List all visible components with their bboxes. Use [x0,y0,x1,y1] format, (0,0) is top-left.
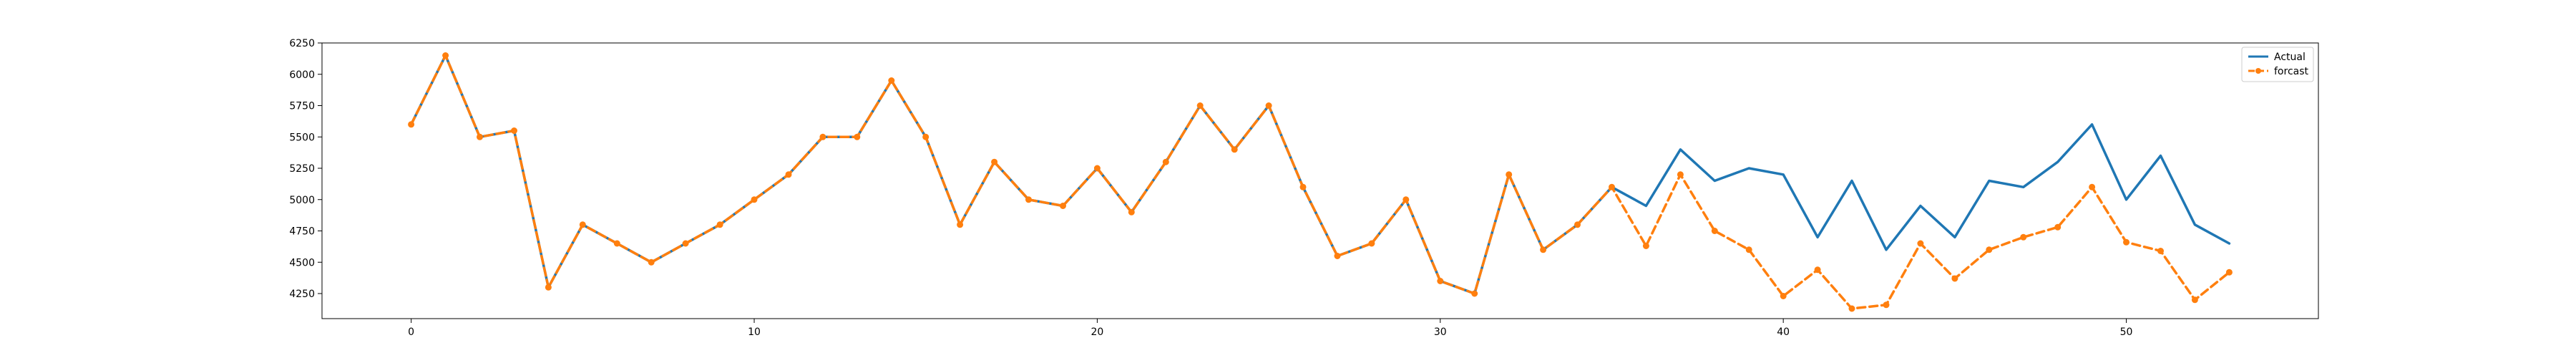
data-point-forcast [819,133,826,140]
x-tick-label: 0 [408,326,414,338]
data-point-forcast [1196,102,1204,109]
data-point-forcast [1711,228,1718,234]
data-point-forcast [613,240,620,247]
y-axis: 4250 4500 4750 5000 5250 5500 5750 6000 6250 [289,38,322,300]
plot-frame [321,42,2319,319]
data-point-forcast [1609,183,1615,190]
y-tick-label: 5750 [289,101,315,112]
data-point-forcast [2020,233,2027,241]
legend-forcast-marker [2255,68,2261,74]
data-point-forcast [579,221,586,228]
legend-forcast-label: forcast [2274,66,2309,77]
data-point-forcast [716,221,723,228]
data-point-forcast [1780,293,1787,299]
y-tick-label: 4500 [289,257,315,268]
data-point-forcast [751,196,758,203]
data-point-forcast [1471,290,1478,297]
data-point-forcast [682,240,689,247]
x-tick-label: 10 [748,326,761,338]
data-point-forcast [1025,196,1032,203]
data-point-forcast [991,158,998,165]
data-point-forcast [2089,183,2096,190]
data-point-forcast [2123,238,2129,246]
data-point-forcast [1540,246,1547,253]
data-point-forcast [957,221,964,228]
data-point-forcast [1368,240,1375,247]
data-point-forcast [1506,171,1513,178]
y-tick-label: 5500 [289,132,315,143]
legend-actual-label: Actual [2274,52,2306,63]
data-point-forcast [922,133,930,140]
data-point-forcast [888,77,895,84]
data-point-forcast [1060,203,1066,209]
y-tick-label: 5250 [289,163,315,175]
data-point-forcast [1574,221,1581,228]
data-point-forcast [1299,183,1307,190]
data-point-forcast [1677,171,1684,178]
data-point-forcast [511,127,517,134]
data-point-forcast [2157,248,2164,254]
y-tick-label: 6250 [289,38,315,49]
y-tick-label: 6000 [289,69,315,81]
data-point-forcast [1437,278,1444,284]
data-point-forcast [1334,253,1341,259]
data-point-forcast [408,121,415,128]
data-point-forcast [1162,158,1169,165]
data-point-forcast [1745,246,1752,253]
series-line-forcast [409,54,2231,310]
data-point-forcast [1642,243,1649,249]
data-point-forcast [545,284,552,291]
data-point-forcast [2054,223,2062,231]
data-point-forcast [2225,268,2233,276]
x-tick-label: 30 [1434,326,1447,338]
data-point-forcast [1917,240,1924,247]
data-point-forcast [854,133,861,140]
series-layer [408,52,2233,312]
data-point-forcast [1986,246,1993,253]
data-point-forcast [1231,146,1238,153]
data-point-forcast [648,258,655,266]
x-tick-label: 50 [2120,326,2133,338]
y-tick-label: 5000 [289,195,315,206]
data-point-forcast [1883,301,1890,309]
data-point-forcast [1093,165,1101,172]
data-point-forcast [1128,208,1135,216]
data-point-forcast [442,52,449,59]
x-axis: 0 10 20 30 40 50 [408,319,2132,338]
y-tick-label: 4250 [289,289,315,300]
data-point-forcast [1848,305,1855,312]
x-tick-label: 40 [1777,326,1790,338]
data-point-forcast [2191,296,2198,304]
data-point-forcast [1265,102,1272,109]
x-tick-label: 20 [1091,326,1103,338]
data-point-forcast [477,133,483,140]
data-point-forcast [1402,196,1410,203]
data-point-forcast [1814,266,1821,274]
y-tick-label: 4750 [289,226,315,238]
series-line-actual [409,54,2231,295]
data-point-forcast [785,171,792,178]
legend: Actual forcast [2241,47,2314,82]
data-point-forcast [1951,275,1958,282]
